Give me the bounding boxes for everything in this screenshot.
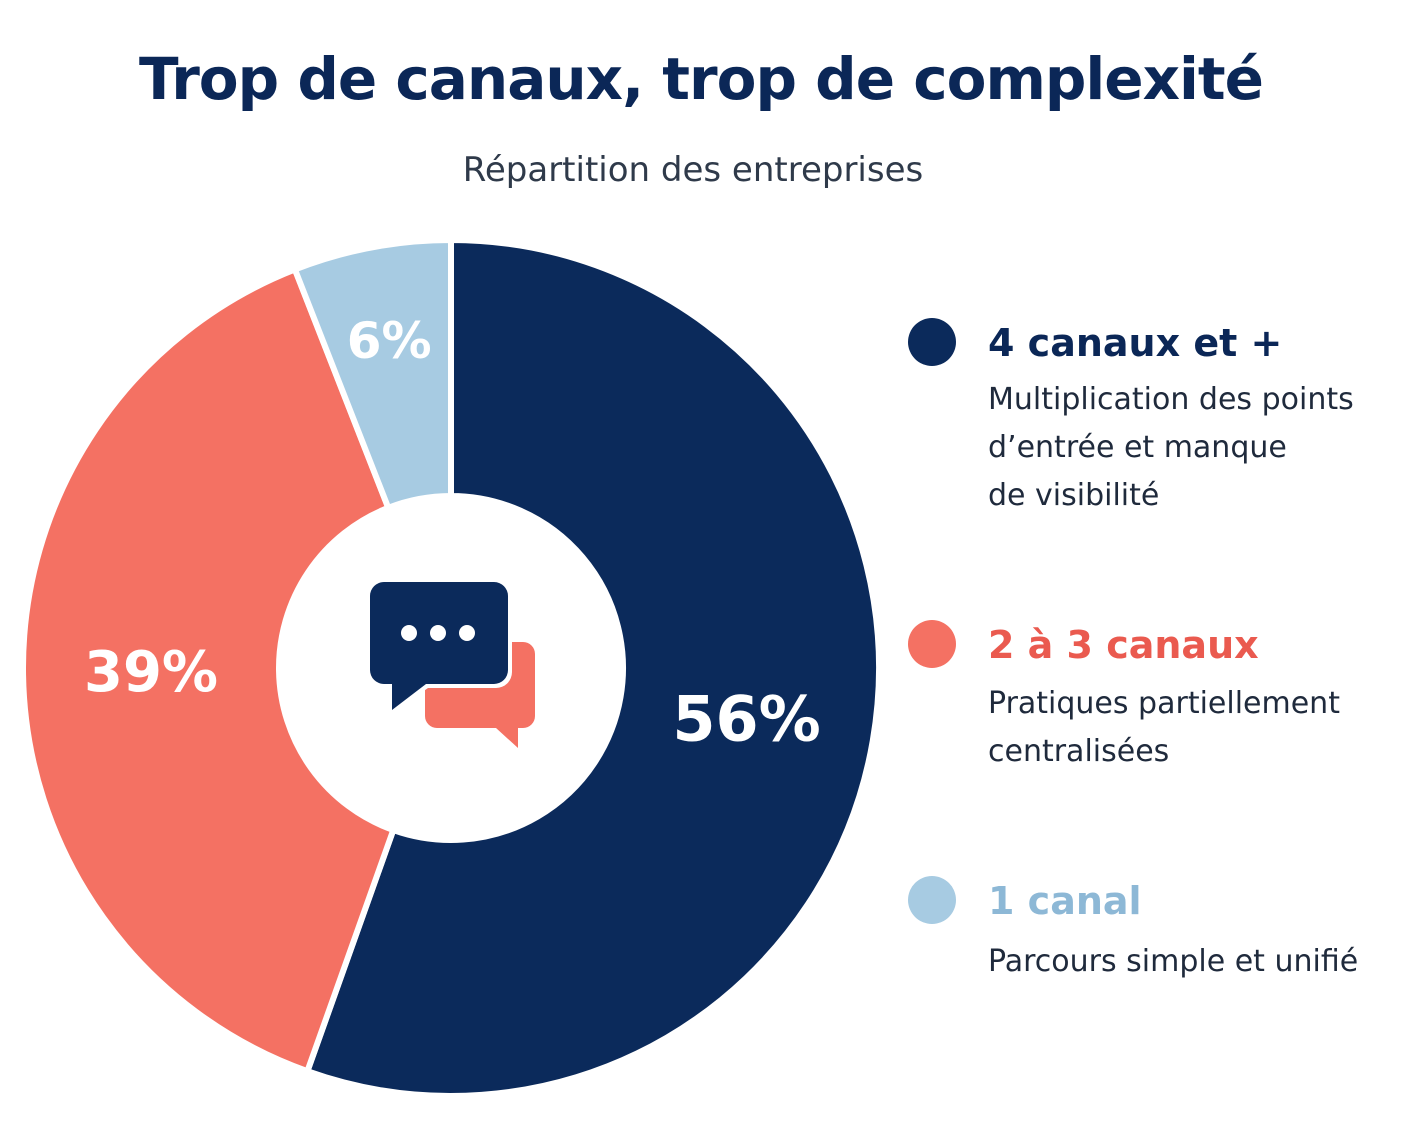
legend-description-line: de visibilité — [988, 478, 1160, 513]
typing-dot — [401, 625, 417, 641]
chat-bubble-front-icon — [370, 582, 508, 710]
slice-value-label: 56% — [672, 683, 820, 756]
typing-dot — [430, 625, 446, 641]
legend-description-line: Parcours simple et unifié — [988, 944, 1359, 979]
legend-description-line: d’entrée et manque — [988, 430, 1287, 465]
chart-subtitle: Répartition des entreprises — [462, 150, 924, 190]
legend-title: 2 à 3 canaux — [988, 623, 1259, 667]
legend-dot-light-blue — [908, 876, 956, 924]
legend-description: Pratiques partiellement centralisées — [988, 680, 1402, 776]
slice-value-label: 39% — [84, 640, 218, 705]
legend-description-line: Multiplication des points — [988, 382, 1354, 417]
legend-description: Multiplication des points d’entrée et ma… — [988, 376, 1402, 520]
donut-labels: 56% 39% 6% — [84, 312, 821, 756]
legend-description-line: centralisées — [988, 734, 1170, 769]
donut-slice — [291, 237, 454, 511]
legend-title: 4 canaux et + — [988, 321, 1283, 365]
typing-dot — [459, 625, 475, 641]
donut-slice — [304, 237, 882, 1099]
legend-dot-navy — [908, 318, 956, 366]
donut-slice — [20, 266, 397, 1075]
legend-description-line: Pratiques partiellement — [988, 686, 1340, 721]
slice-value-label: 6% — [347, 312, 432, 370]
chart-title: Trop de canaux, trop de complexité — [139, 45, 1264, 113]
legend-title: 1 canal — [988, 879, 1142, 923]
donut-slices — [20, 237, 882, 1099]
legend-description: Parcours simple et unifié — [988, 938, 1402, 986]
chat-bubbles-icon — [368, 576, 535, 748]
legend-dot-coral — [908, 620, 956, 668]
